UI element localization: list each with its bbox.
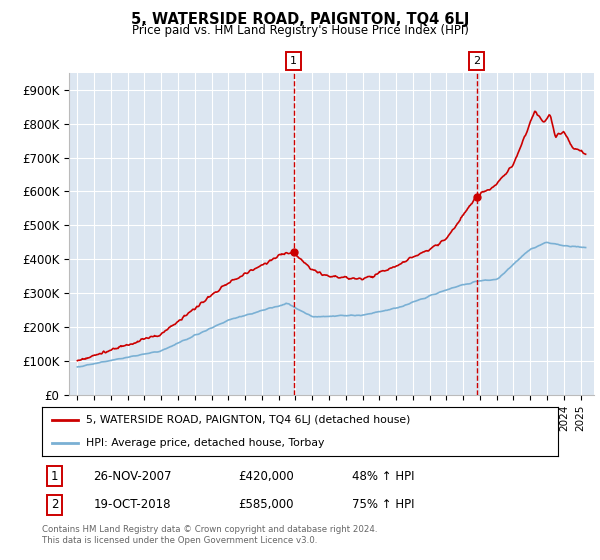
Text: 5, WATERSIDE ROAD, PAIGNTON, TQ4 6LJ (detached house): 5, WATERSIDE ROAD, PAIGNTON, TQ4 6LJ (de…: [86, 416, 410, 426]
Text: £585,000: £585,000: [238, 498, 293, 511]
Text: 1: 1: [51, 470, 59, 483]
Text: 19-OCT-2018: 19-OCT-2018: [94, 498, 171, 511]
Text: HPI: Average price, detached house, Torbay: HPI: Average price, detached house, Torb…: [86, 438, 324, 448]
Text: Contains HM Land Registry data © Crown copyright and database right 2024.
This d: Contains HM Land Registry data © Crown c…: [42, 525, 377, 545]
Text: 2: 2: [51, 498, 59, 511]
Text: £420,000: £420,000: [238, 470, 294, 483]
Text: 2: 2: [473, 56, 480, 66]
Text: 1: 1: [290, 56, 297, 66]
Text: 26-NOV-2007: 26-NOV-2007: [94, 470, 172, 483]
Text: Price paid vs. HM Land Registry's House Price Index (HPI): Price paid vs. HM Land Registry's House …: [131, 24, 469, 37]
Text: 48% ↑ HPI: 48% ↑ HPI: [352, 470, 414, 483]
Text: 5, WATERSIDE ROAD, PAIGNTON, TQ4 6LJ: 5, WATERSIDE ROAD, PAIGNTON, TQ4 6LJ: [131, 12, 469, 27]
Text: 75% ↑ HPI: 75% ↑ HPI: [352, 498, 414, 511]
